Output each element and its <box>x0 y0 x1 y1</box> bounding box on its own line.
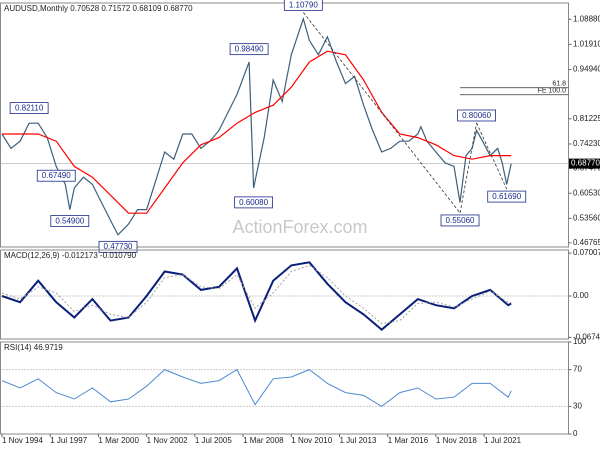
projection-line <box>459 122 477 214</box>
x-tick-label: 1 Mar 2008 <box>243 436 284 445</box>
series-line <box>1 264 512 325</box>
panel-title: AUDUSD,Monthly 0.70528 0.71572 0.68109 0… <box>4 4 193 13</box>
x-tick-label: 1 Jul 2005 <box>195 436 232 445</box>
annotation-box <box>50 215 90 227</box>
series-line <box>2 50 512 214</box>
annotation-box <box>9 102 49 115</box>
y-tick-label: 0.00 <box>573 291 589 300</box>
annotation-label: 0.82110 <box>15 104 44 113</box>
last-price-label: 0.68770 <box>571 159 600 168</box>
projection-line <box>303 12 461 214</box>
annotation-box <box>487 190 527 203</box>
y-tick-label: 1.01910 <box>573 39 600 48</box>
x-tick-label: 1 Jul 1997 <box>50 436 87 445</box>
y-tick-label: 0.94940 <box>573 65 600 74</box>
x-tick-label: 1 Mar 2016 <box>388 436 429 445</box>
y-tick-label: 0.81225 <box>573 114 600 123</box>
annotation-label: 1.10790 <box>289 0 318 9</box>
x-tick-label: 1 Jul 2021 <box>484 436 521 445</box>
y-tick-label: 0.46765 <box>573 238 600 247</box>
y-tick-label: 30 <box>573 402 582 411</box>
annotation-box <box>36 169 76 182</box>
annotation-label: 0.67490 <box>42 171 71 180</box>
annotation-label: 0.98490 <box>235 45 264 54</box>
panel-frame <box>0 341 569 435</box>
annotation-label: 0.80060 <box>462 111 491 120</box>
y-tick-label: -0.067423 <box>573 332 600 341</box>
annotation-label: 0.55060 <box>446 216 475 225</box>
annotation-label: 0.61690 <box>492 192 521 201</box>
annotation-box <box>440 214 480 227</box>
last-price-box <box>569 158 600 169</box>
fib-level-label: 61.8 <box>552 81 566 88</box>
watermark: ActionForex.com <box>232 217 367 237</box>
y-tick-label: 100 <box>573 337 587 346</box>
x-tick-label: 1 Jul 2013 <box>339 436 376 445</box>
annotation-label: 0.60080 <box>239 198 268 207</box>
y-tick-label: 1.08880 <box>573 14 600 23</box>
fib-level-label: FE 100.0 <box>538 88 567 95</box>
x-tick-label: 1 Nov 2010 <box>291 436 332 445</box>
x-tick-label: 1 Nov 1994 <box>2 436 43 445</box>
x-tick-label: 1 Mar 2000 <box>98 436 139 445</box>
y-tick-label: 0.74230 <box>573 139 600 148</box>
y-tick-label: 0 <box>573 429 578 438</box>
y-tick-label: 0.60530 <box>573 188 600 197</box>
series-line <box>1 368 512 408</box>
panel-title: MACD(12,26,9) -0.012173 -0.010790 <box>4 251 137 260</box>
annotation-box <box>457 109 496 122</box>
panel-title: RSI(14) 46.9719 <box>4 343 63 352</box>
y-tick-label: 0.070071 <box>573 248 600 257</box>
series-line <box>1 16 512 236</box>
y-tick-label: 70 <box>573 365 582 374</box>
annotation-box <box>283 0 323 11</box>
x-tick-label: 1 Nov 2018 <box>436 436 477 445</box>
annotation-box <box>229 43 269 56</box>
annotation-label: 0.47730 <box>104 242 133 251</box>
annotation-label: 0.54900 <box>55 216 84 225</box>
annotation-box <box>234 196 274 209</box>
projection-line <box>476 122 508 190</box>
panel-frame <box>0 249 569 340</box>
y-tick-label: 0.53560 <box>573 213 600 222</box>
x-tick-label: 1 Nov 2002 <box>147 436 188 445</box>
annotation-box <box>98 240 138 253</box>
